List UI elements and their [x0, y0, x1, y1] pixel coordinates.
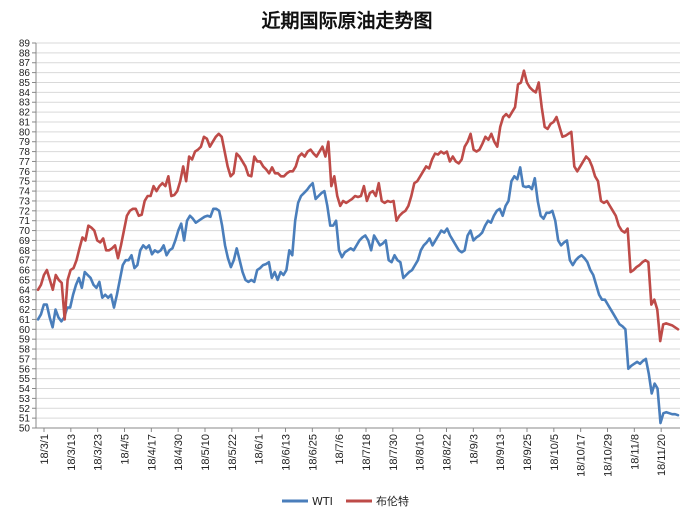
series-line-wti [36, 166, 680, 425]
y-tick-label: 56 [19, 364, 31, 375]
y-tick-label: 52 [19, 404, 31, 415]
x-tick-label: 18/3/23 [93, 434, 105, 471]
y-tick-label: 80 [19, 127, 31, 138]
x-tick-label: 18/11/8 [629, 434, 641, 470]
x-tick-label: 18/4/5 [120, 434, 132, 465]
legend-label: 布伦特 [376, 494, 409, 508]
y-tick-label: 89 [19, 39, 31, 50]
y-tick-label: 84 [19, 88, 31, 99]
y-axis: 5051525354555657585960616263646566676869… [19, 39, 37, 435]
series-line-brent [36, 69, 680, 343]
y-tick-label: 85 [19, 78, 31, 89]
y-tick-label: 87 [19, 58, 31, 69]
y-tick-label: 71 [19, 216, 31, 227]
y-tick-label: 62 [19, 305, 31, 316]
series-lines [36, 69, 680, 425]
x-tick-label: 18/4/17 [146, 434, 158, 471]
x-axis: 18/3/1 18/3/13 18/3/23 18/4/5 18/4/17 18/4/30… [36, 427, 680, 477]
y-tick-label: 58 [19, 345, 31, 356]
x-tick-label: 18/10/5 [549, 434, 561, 471]
x-tick-label: 18/6/13 [281, 434, 293, 471]
x-tick-label: 18/3/1 [39, 434, 51, 465]
y-tick-label: 81 [19, 117, 31, 128]
y-tick-label: 65 [19, 275, 31, 286]
y-tick-label: 53 [19, 394, 31, 405]
gridlines [36, 42, 680, 419]
y-tick-label: 60 [19, 325, 31, 336]
y-tick-label: 77 [19, 157, 31, 168]
y-tick-label: 74 [19, 187, 31, 198]
x-tick-label: 18/10/17 [576, 434, 588, 477]
y-tick-label: 64 [19, 285, 31, 296]
y-tick-label: 70 [19, 226, 31, 237]
y-tick-label: 67 [19, 256, 31, 267]
x-tick-label: 18/10/29 [603, 434, 615, 477]
y-tick-label: 88 [19, 48, 31, 59]
x-tick-label: 18/7/18 [361, 434, 373, 471]
x-tick-label: 18/5/22 [227, 434, 239, 471]
y-tick-label: 76 [19, 167, 31, 178]
x-tick-label: 18/3/13 [66, 434, 78, 471]
y-tick-label: 51 [19, 414, 31, 425]
x-tick-label: 18/8/22 [442, 434, 454, 471]
y-tick-label: 72 [19, 206, 31, 217]
y-tick-label: 68 [19, 246, 31, 257]
y-tick-label: 69 [19, 236, 31, 247]
y-tick-label: 75 [19, 177, 31, 188]
x-tick-label: 18/7/30 [388, 434, 400, 471]
x-tick-label: 18/11/20 [656, 434, 668, 476]
y-tick-label: 78 [19, 147, 31, 158]
x-tick-label: 18/7/6 [334, 434, 346, 465]
y-tick-label: 86 [19, 68, 31, 79]
y-tick-label: 63 [19, 295, 31, 306]
legend-label: WTI [312, 495, 333, 508]
y-tick-label: 55 [19, 374, 31, 385]
y-tick-label: 59 [19, 335, 31, 346]
x-tick-label: 18/9/3 [468, 434, 480, 465]
y-tick-label: 73 [19, 196, 31, 207]
x-tick-label: 18/9/25 [522, 434, 534, 471]
x-tick-label: 18/6/1 [254, 434, 266, 465]
y-tick-label: 79 [19, 137, 31, 148]
y-tick-label: 66 [19, 266, 31, 277]
y-tick-label: 57 [19, 354, 31, 365]
legend: WTI 布伦特 [282, 494, 409, 508]
x-tick-label: 18/9/13 [495, 434, 507, 471]
x-tick-label: 18/4/30 [173, 434, 185, 471]
y-tick-label: 54 [19, 384, 31, 395]
x-tick-label: 18/6/25 [307, 434, 319, 471]
x-tick-label: 18/8/10 [415, 434, 427, 471]
y-tick-label: 82 [19, 108, 31, 119]
x-tick-label: 18/5/10 [200, 434, 212, 471]
y-tick-label: 61 [19, 315, 31, 326]
y-tick-label: 50 [19, 424, 31, 435]
y-tick-label: 83 [19, 98, 31, 109]
chart-title: 近期国际原油走势图 [261, 9, 432, 32]
